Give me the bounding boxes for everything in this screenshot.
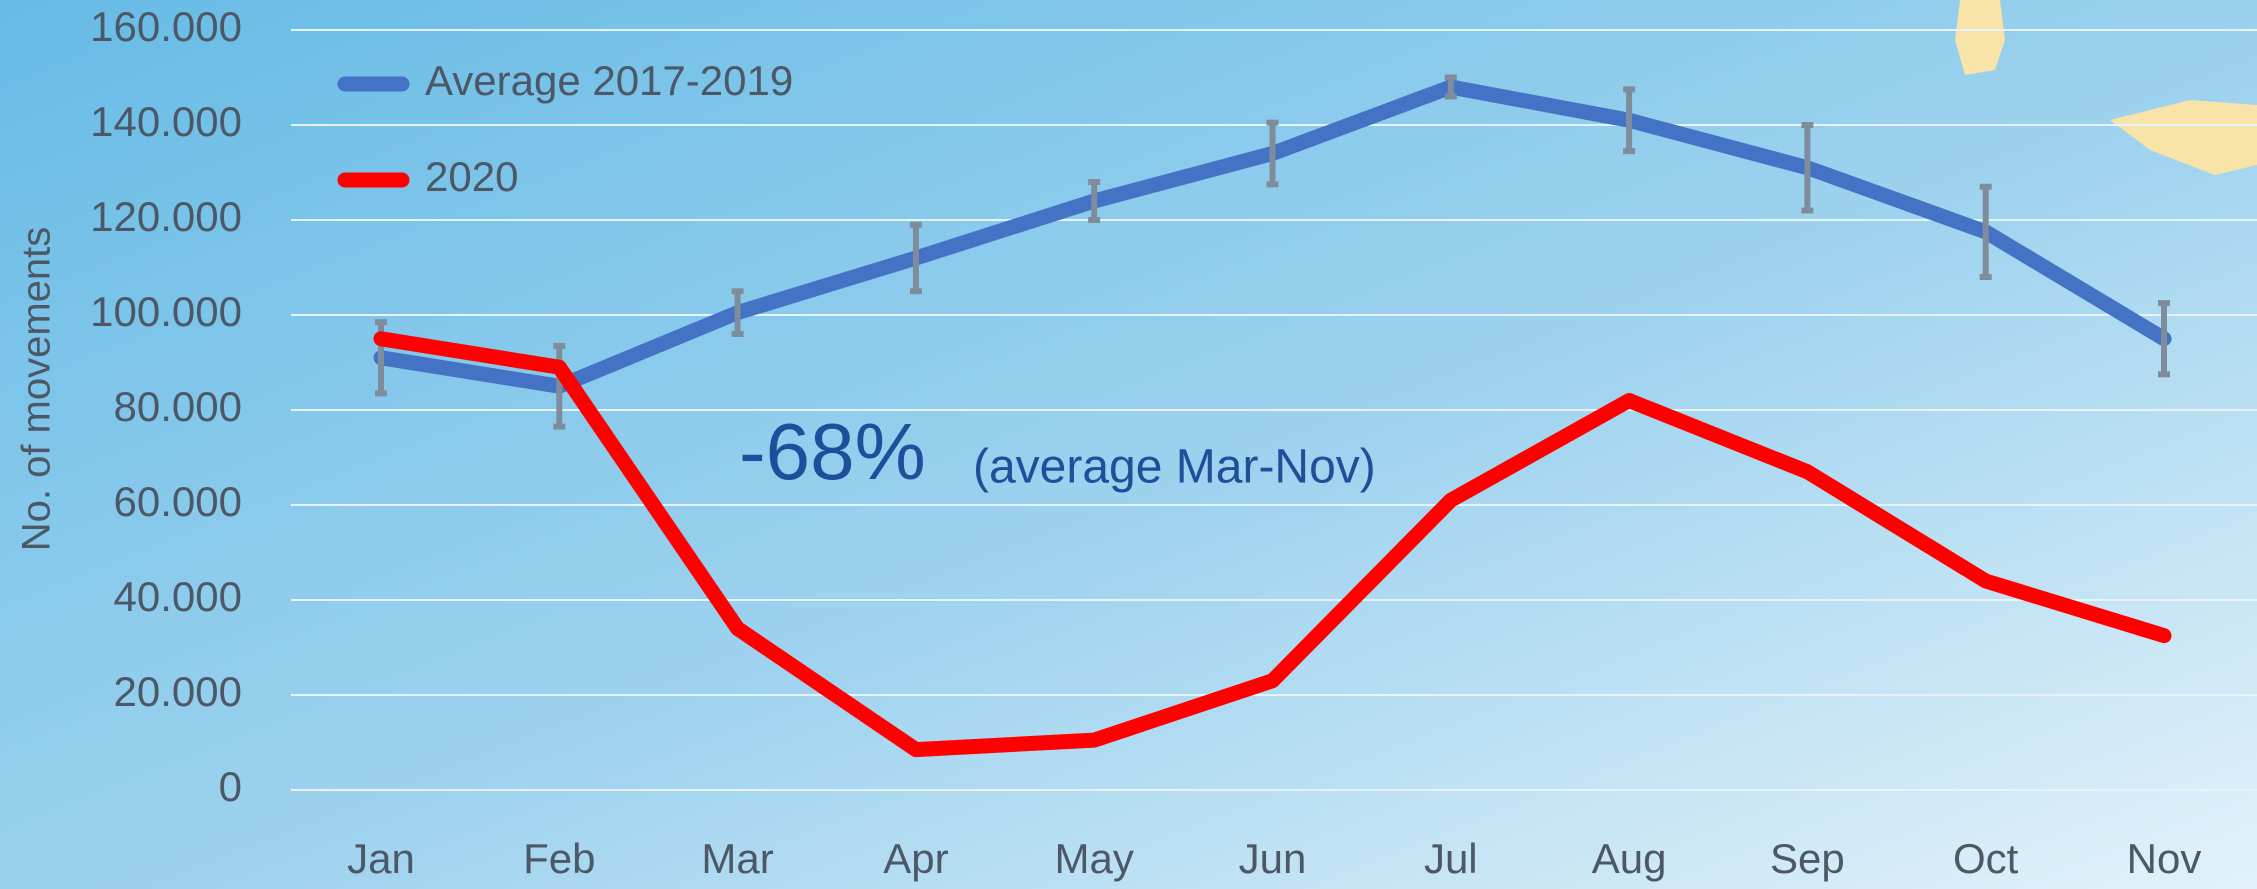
y-tick-label: 120.000 bbox=[90, 193, 242, 240]
y-tick-label: 0 bbox=[219, 763, 242, 810]
legend-label: Average 2017-2019 bbox=[425, 57, 793, 104]
legend-label: 2020 bbox=[425, 153, 518, 200]
error-bar bbox=[909, 221, 922, 295]
x-tick-label: Mar bbox=[701, 835, 773, 882]
x-tick-label: Sep bbox=[1770, 835, 1845, 882]
annotation: (average Mar-Nov) bbox=[973, 441, 1376, 494]
x-tick-label: Feb bbox=[523, 835, 595, 882]
error-bar bbox=[1266, 119, 1279, 188]
series-line bbox=[373, 331, 2172, 758]
x-tick-label: Aug bbox=[1592, 835, 1667, 882]
map-island bbox=[1955, 0, 2005, 75]
x-tick-label: May bbox=[1055, 835, 1134, 882]
x-tick-label: Oct bbox=[1953, 835, 2019, 882]
map-island bbox=[2110, 100, 2257, 175]
error-bar bbox=[1623, 86, 1636, 155]
error-bar bbox=[731, 288, 744, 337]
x-tick-label: Jul bbox=[1424, 835, 1478, 882]
x-tick-label: Nov bbox=[2127, 835, 2202, 882]
error-bar bbox=[1801, 122, 1814, 214]
error-bar bbox=[1979, 183, 1992, 280]
y-tick-label: 80.000 bbox=[114, 383, 242, 430]
x-tick-label: Jan bbox=[347, 835, 415, 882]
error-bar bbox=[2158, 300, 2170, 378]
x-tick-label: Apr bbox=[883, 835, 948, 882]
y-tick-label: 20.000 bbox=[114, 668, 242, 715]
y-tick-label: 100.000 bbox=[90, 288, 242, 335]
y-tick-label: 40.000 bbox=[114, 573, 242, 620]
y-axis-label: No. of movements bbox=[15, 227, 59, 552]
y-tick-label: 60.000 bbox=[114, 478, 242, 525]
x-tick-label: Jun bbox=[1239, 835, 1307, 882]
error-bar bbox=[1088, 179, 1101, 223]
error-bar bbox=[553, 342, 566, 430]
error-bar bbox=[1444, 74, 1457, 100]
y-tick-label: 160.000 bbox=[90, 3, 242, 50]
y-tick-label: 140.000 bbox=[90, 98, 242, 145]
annotation: -68% bbox=[739, 407, 926, 496]
